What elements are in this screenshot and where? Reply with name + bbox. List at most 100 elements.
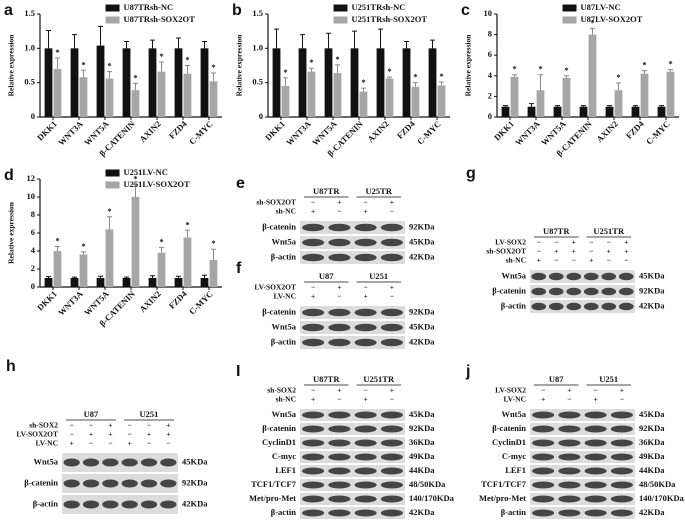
bar — [96, 278, 105, 287]
condition-label: sh-NC — [276, 207, 296, 216]
significance-mark: * — [55, 235, 59, 245]
blot-band — [584, 509, 607, 517]
y-tick-label: 0 — [488, 111, 492, 121]
blot-band — [354, 323, 377, 332]
blot-band — [354, 453, 377, 461]
bar — [657, 106, 666, 117]
x-tick-label: WNT3A — [513, 118, 542, 147]
significance-mark: * — [439, 71, 443, 81]
significance-mark: * — [185, 219, 189, 229]
blot-band — [618, 272, 634, 281]
bar — [631, 106, 640, 117]
bar — [44, 48, 53, 118]
panel-label: c — [461, 2, 470, 19]
size-label: 49KDa — [639, 451, 665, 461]
blot-band — [302, 439, 325, 447]
significance-mark: * — [361, 77, 365, 87]
western-blot: f U87 U251LV-SOX2OT − + − +LV-NC + − + −β-catenin 9… — [236, 260, 435, 349]
significance-mark: * — [413, 72, 417, 82]
condition-sign: + — [541, 395, 545, 404]
x-tick-label: WNT3A — [56, 288, 85, 317]
size-label: 36KDa — [409, 437, 435, 447]
blot-band — [380, 323, 403, 332]
error-bar — [202, 274, 208, 278]
blot-band — [160, 479, 177, 488]
blot-strip — [300, 236, 405, 249]
bar — [105, 229, 114, 287]
significance-mark: * — [538, 64, 542, 74]
error-bar — [537, 74, 543, 91]
size-label: 45KDa — [639, 409, 665, 419]
condition-sign: + — [89, 430, 93, 439]
blot-strip — [300, 306, 405, 319]
protein-label: β-actin — [501, 300, 527, 310]
y-tick-label: 4 — [31, 245, 36, 255]
blot-strip — [530, 479, 635, 491]
blot-band — [532, 495, 555, 503]
blot-band — [354, 338, 377, 347]
blot-strip — [300, 479, 405, 491]
error-bar — [210, 248, 216, 260]
blot-band — [302, 338, 325, 347]
error-bar — [150, 275, 156, 278]
size-label: 42KDa — [182, 498, 208, 508]
blot-strip — [300, 465, 405, 477]
significance-mark: * — [616, 72, 620, 82]
condition-sign: − — [589, 238, 593, 247]
error-bar — [80, 251, 86, 255]
condition-sign: + — [607, 247, 611, 256]
legend-label: U87TRsh-NC — [124, 2, 174, 12]
bar — [359, 91, 368, 117]
condition-sign: + — [337, 198, 341, 207]
error-bar — [54, 57, 60, 69]
blot-band — [380, 439, 403, 447]
bar — [174, 48, 183, 118]
x-tick-label: AXIN2 — [137, 289, 162, 314]
condition-sign: + — [537, 256, 541, 265]
blot-band — [302, 453, 325, 461]
blot-band — [160, 458, 177, 467]
error-bar — [360, 87, 366, 92]
blot-band — [328, 411, 351, 419]
panel-label: b — [232, 2, 242, 19]
blot-band — [610, 453, 633, 461]
blot-strip — [300, 437, 405, 449]
error-bar — [607, 105, 613, 107]
error-bar — [563, 75, 569, 78]
blot-band — [380, 411, 403, 419]
error-bar — [633, 105, 639, 107]
size-label: 44KDa — [409, 465, 435, 475]
error-bar — [430, 39, 436, 49]
panel-label: j — [465, 363, 470, 380]
error-bar — [529, 103, 535, 107]
blot-band — [302, 238, 325, 247]
y-tick-label: 6 — [488, 49, 492, 59]
condition-label: sh-SOX2 — [29, 421, 58, 430]
size-label: 45KDa — [182, 456, 208, 466]
error-bar — [124, 40, 130, 49]
condition-sign: − — [166, 439, 170, 448]
condition-label: LV-NC — [35, 439, 58, 448]
blot-band — [328, 425, 351, 433]
condition-sign: − — [620, 395, 624, 404]
x-tick-label: C-MYC — [644, 119, 672, 147]
group-label: U87 — [84, 409, 99, 419]
bar — [333, 73, 342, 117]
panel-label: f — [236, 260, 242, 277]
x-tick-label: DKK1 — [35, 289, 59, 313]
x-tick-label: FZD4 — [624, 118, 647, 141]
y-tick-label: 4 — [488, 70, 493, 80]
blot-band — [532, 467, 555, 475]
significance-mark: * — [185, 54, 189, 64]
blot-strip — [530, 493, 635, 505]
size-label: 42KDa — [639, 300, 665, 310]
blot-band — [558, 467, 581, 475]
error-bar — [106, 71, 112, 79]
blot-band — [328, 439, 351, 447]
blot-band — [328, 495, 351, 503]
condition-sign: + — [166, 421, 170, 430]
significance-mark: * — [564, 65, 568, 75]
condition-sign: + — [128, 439, 132, 448]
significance-mark: * — [309, 57, 313, 67]
blot-band — [583, 302, 599, 311]
